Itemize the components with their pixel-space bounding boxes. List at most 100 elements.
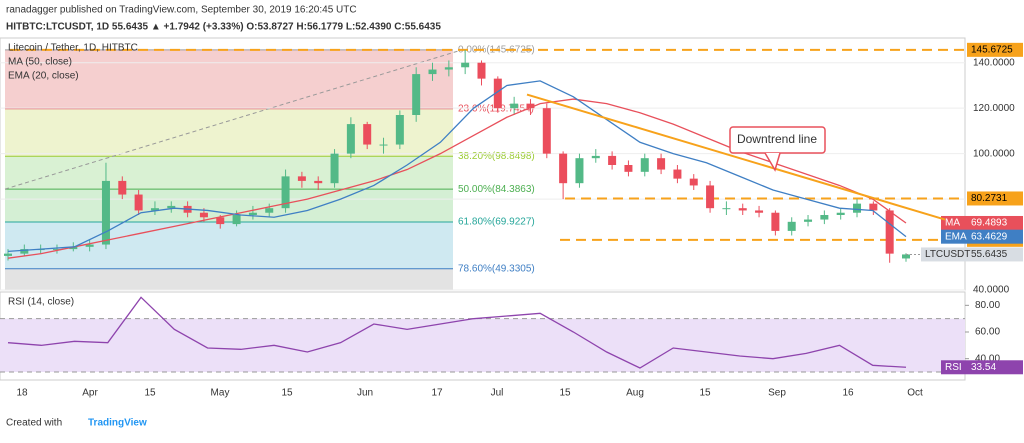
indicator-tag-value: 69.4893 [971, 218, 1008, 229]
candle-body [575, 158, 584, 184]
fib-label: 78.60%(49.3305) [458, 263, 535, 274]
annotation: Downtrend line [737, 132, 817, 146]
x-tick-label: May [211, 388, 230, 399]
candle-body [199, 212, 208, 218]
x-tick-label: 18 [16, 388, 28, 399]
candle-body [689, 178, 698, 186]
indicator-tag [941, 229, 1023, 244]
fib-zone [5, 49, 453, 109]
candle-body [526, 103, 535, 109]
candle-body [167, 205, 176, 209]
indicator-tag-name: MA [945, 218, 960, 229]
candle-body [787, 221, 796, 231]
candle-body [885, 210, 894, 254]
fib-label: 23.6%(119.7454) [458, 103, 534, 114]
candle-body [69, 246, 78, 250]
x-tick-label: Apr [82, 388, 98, 399]
price-tag-label: 80.2731 [971, 193, 1008, 204]
candle-body [820, 215, 829, 220]
candle-body [85, 244, 94, 247]
fib-zone [5, 189, 453, 222]
candle-body [379, 144, 388, 146]
y-tick-label: 40.00 [975, 353, 1000, 364]
x-tick-label: 15 [559, 388, 571, 399]
x-tick-label: 15 [281, 388, 293, 399]
legend-entry: MA (50, close) [8, 57, 72, 68]
fib-zone [5, 108, 453, 157]
candle-body [869, 203, 878, 211]
candle-body [52, 249, 61, 251]
ticker-tag: LTCUSDT [925, 249, 970, 260]
rsi-title: RSI (14, close) [8, 297, 74, 308]
rsi-tag-name: RSI [945, 362, 962, 373]
candle-body [542, 108, 551, 154]
fib-zone [5, 156, 453, 190]
indicator-line [7, 98, 907, 259]
candle-body [673, 169, 682, 179]
y-tick-label: 40.0000 [973, 285, 1010, 296]
candle-body [297, 176, 306, 181]
candle-body [836, 212, 845, 215]
candle-body [4, 253, 12, 256]
candle-body [559, 153, 568, 184]
rsi-tag [941, 360, 1023, 375]
rsi-band [0, 318, 965, 372]
candle-body [314, 180, 323, 184]
candle-body [134, 194, 143, 211]
price-tag-label: 145.6725 [971, 44, 1013, 55]
candle-body [412, 74, 421, 115]
candle-body [101, 180, 110, 245]
candle-body [902, 254, 910, 259]
indicator-tag [941, 215, 1023, 230]
candle-body [232, 215, 241, 225]
candle-body [330, 153, 339, 184]
candle-body [477, 62, 486, 79]
plot: 0.00%(145.6725)23.6%(119.7454)38.20%(98.… [0, 37, 1023, 399]
candle-body [216, 217, 225, 225]
candle-body [363, 124, 372, 145]
fib-zone [5, 268, 453, 290]
candle-body [346, 124, 355, 154]
candle-body [722, 208, 731, 210]
x-tick-label: Jul [491, 388, 504, 399]
indicator-line [7, 80, 907, 253]
ticker: HITBTC:LTCUSDT, 1D 55.6435 ▲ +1.7942 (+3… [6, 22, 441, 33]
annotation-pointer [764, 152, 781, 172]
x-tick-label: Aug [626, 388, 644, 399]
candle-body [118, 180, 127, 195]
x-tick-label: Jun [357, 388, 373, 399]
candle-body [771, 212, 780, 231]
candle-body [150, 208, 159, 211]
publisher: ranadagger published on TradingView.com,… [6, 5, 357, 16]
candle-body [804, 219, 813, 222]
candle-body [640, 158, 649, 172]
legend-entry: EMA (20, close) [8, 71, 79, 82]
price-tag [967, 191, 1023, 206]
candle-body [493, 78, 502, 109]
x-tick-label: 15 [699, 388, 711, 399]
fib-label: 38.20%(98.8498) [458, 151, 535, 162]
candle-body [248, 212, 257, 215]
brand[interactable]: TradingView [88, 418, 147, 429]
candle-body [510, 103, 519, 109]
fib-label: 61.80%(69.9227) [458, 217, 535, 228]
candle-body [706, 185, 715, 209]
created-with: Created with [6, 418, 62, 429]
fib-diagonal [4, 49, 463, 190]
candle-body [755, 210, 764, 213]
candle-body [20, 249, 29, 254]
x-tick-label: Oct [907, 388, 923, 399]
candle-body [591, 155, 600, 159]
rsi-tag-value: 33.54 [971, 362, 996, 373]
indicator-tag-name: EMA [945, 231, 967, 242]
y-tick-label: 100.0000 [973, 148, 1015, 159]
x-tick-label: 15 [144, 388, 156, 399]
y-tick-label: 120.0000 [973, 103, 1015, 114]
candle-body [853, 203, 862, 213]
candle-body [608, 155, 617, 165]
x-tick-label: Sep [768, 388, 786, 399]
candle-body [265, 208, 274, 213]
y-tick-label: 60.00 [975, 327, 1000, 338]
